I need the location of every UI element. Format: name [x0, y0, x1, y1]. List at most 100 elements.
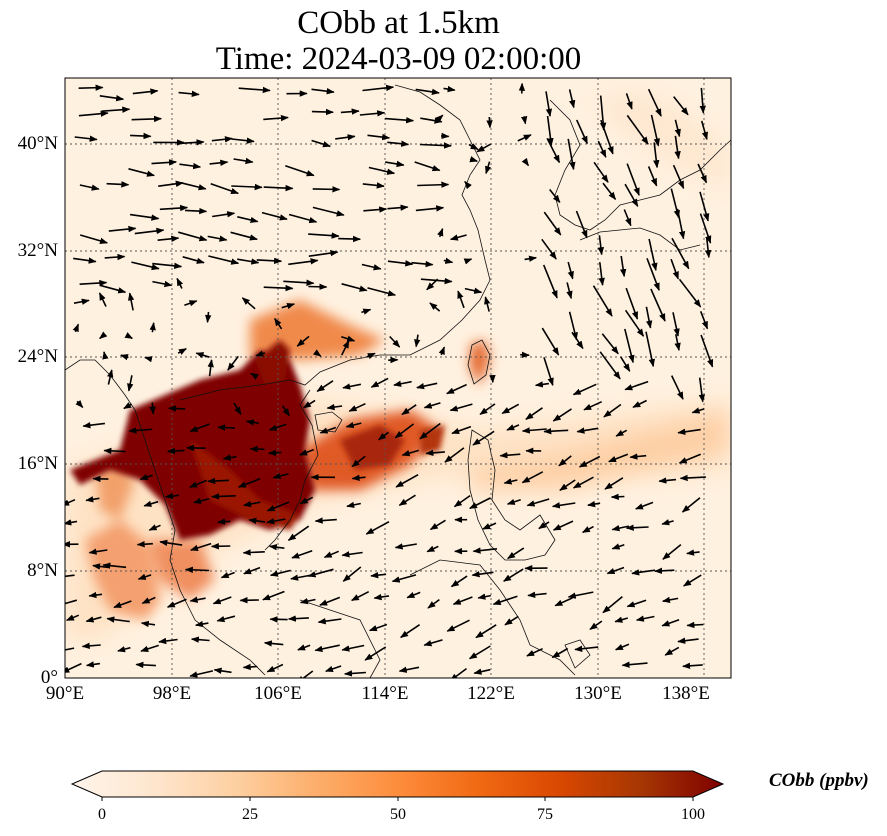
- wind-arrow: [220, 571, 235, 579]
- wind-arrow: [552, 408, 572, 422]
- wind-arrow: [364, 646, 387, 661]
- wind-arrow: [75, 399, 84, 408]
- wind-arrow: [288, 213, 318, 224]
- wind-arrow: [237, 258, 260, 265]
- wind-arrow: [82, 422, 105, 429]
- wind-arrow: [435, 114, 444, 123]
- wind-arrow: [662, 543, 682, 560]
- wind-arrow: [108, 225, 137, 233]
- wind-arrow: [195, 620, 209, 628]
- wind-arrow: [678, 278, 702, 308]
- colorbar-tick-0: 0: [98, 806, 106, 823]
- wind-arrow: [184, 207, 208, 215]
- wind-arrow: [262, 590, 285, 601]
- wind-arrow: [256, 257, 283, 265]
- wind-arrow: [538, 521, 550, 530]
- wind-arrow: [88, 548, 108, 555]
- wind-arrow: [98, 292, 107, 307]
- wind-arrow: [166, 598, 187, 608]
- wind-arrow: [664, 646, 680, 656]
- wind-arrow: [137, 573, 152, 580]
- wind-arrow: [525, 407, 543, 420]
- wind-arrow: [589, 620, 603, 631]
- wind-arrow: [645, 331, 655, 368]
- wind-arrow: [341, 644, 365, 652]
- wind-arrow: [65, 519, 78, 526]
- wind-arrow: [625, 524, 649, 531]
- wind-arrow: [419, 142, 452, 149]
- wind-arrow: [287, 615, 309, 622]
- wind-arrow: [140, 620, 156, 628]
- wind-arrow: [159, 204, 189, 212]
- wind-arrow: [233, 402, 242, 415]
- wind-arrow: [446, 619, 470, 632]
- wind-arrow: [231, 183, 263, 191]
- wind-arrow: [542, 264, 558, 299]
- wind-arrow: [350, 590, 370, 602]
- wind-arrow: [691, 407, 705, 414]
- wind-arrow: [387, 140, 410, 147]
- wind-arrow: [248, 517, 266, 524]
- wind-arrow: [572, 476, 594, 489]
- wind-arrow: [139, 473, 153, 481]
- wind-arrow: [451, 425, 472, 435]
- wind-arrow: [661, 619, 680, 627]
- wind-arrow: [274, 317, 283, 330]
- wind-arrow: [311, 139, 331, 148]
- wind-arrow: [308, 283, 328, 291]
- wind-arrow: [700, 334, 714, 368]
- wind-arrow: [314, 644, 340, 653]
- wind-arrow: [463, 258, 473, 265]
- wind-arrow: [341, 335, 356, 342]
- wind-arrow: [140, 644, 159, 652]
- wind-arrow: [193, 497, 210, 505]
- wind-arrow: [227, 355, 239, 371]
- wind-arrow: [534, 381, 550, 388]
- wind-arrow: [554, 597, 573, 607]
- wind-arrow: [441, 132, 450, 140]
- lon-label-122e: 122°E: [467, 683, 515, 704]
- wind-arrow: [603, 403, 622, 418]
- wind-arrow: [597, 140, 607, 158]
- wind-arrow: [477, 593, 491, 600]
- wind-arrow: [503, 478, 518, 485]
- wind-arrow: [704, 237, 712, 259]
- wind-arrow: [255, 350, 266, 357]
- wind-arrow: [385, 116, 415, 124]
- wind-arrow: [517, 134, 532, 142]
- wind-arrow: [184, 566, 210, 574]
- wind-arrow: [178, 231, 208, 242]
- wind-arrow: [285, 164, 315, 177]
- wind-arrow: [79, 184, 100, 191]
- wind-arrow: [677, 428, 701, 435]
- wind-arrow: [485, 161, 492, 175]
- wind-arrow: [189, 479, 208, 488]
- wind-arrow: [158, 637, 178, 645]
- wind-arrow: [326, 403, 343, 411]
- wind-arrow: [368, 623, 388, 632]
- wind-arrow: [241, 297, 256, 310]
- wind-arrow: [599, 95, 607, 131]
- wind-arrow: [602, 182, 617, 201]
- wind-arrow: [473, 668, 491, 675]
- lat-label-32n: 32°N: [17, 240, 58, 261]
- wind-arrow: [250, 372, 259, 380]
- wind-arrow: [674, 334, 681, 351]
- wind-arrow: [195, 352, 210, 359]
- wind-arrow: [345, 421, 362, 429]
- lat-label-8n: 8°N: [27, 560, 58, 581]
- wind-arrow: [342, 566, 362, 582]
- wind-arrow: [543, 428, 569, 435]
- wind-arrow: [233, 157, 254, 165]
- wind-arrow: [551, 647, 569, 659]
- wind-arrow: [151, 159, 177, 166]
- wind-arrow: [102, 351, 109, 360]
- wind-arrow: [367, 133, 391, 141]
- wind-arrow: [167, 447, 185, 455]
- wind-arrow: [520, 115, 528, 125]
- wind-arrow: [674, 119, 681, 138]
- wind-arrow: [686, 621, 704, 629]
- wind-arrow: [263, 184, 294, 192]
- wind-arrow: [600, 119, 614, 155]
